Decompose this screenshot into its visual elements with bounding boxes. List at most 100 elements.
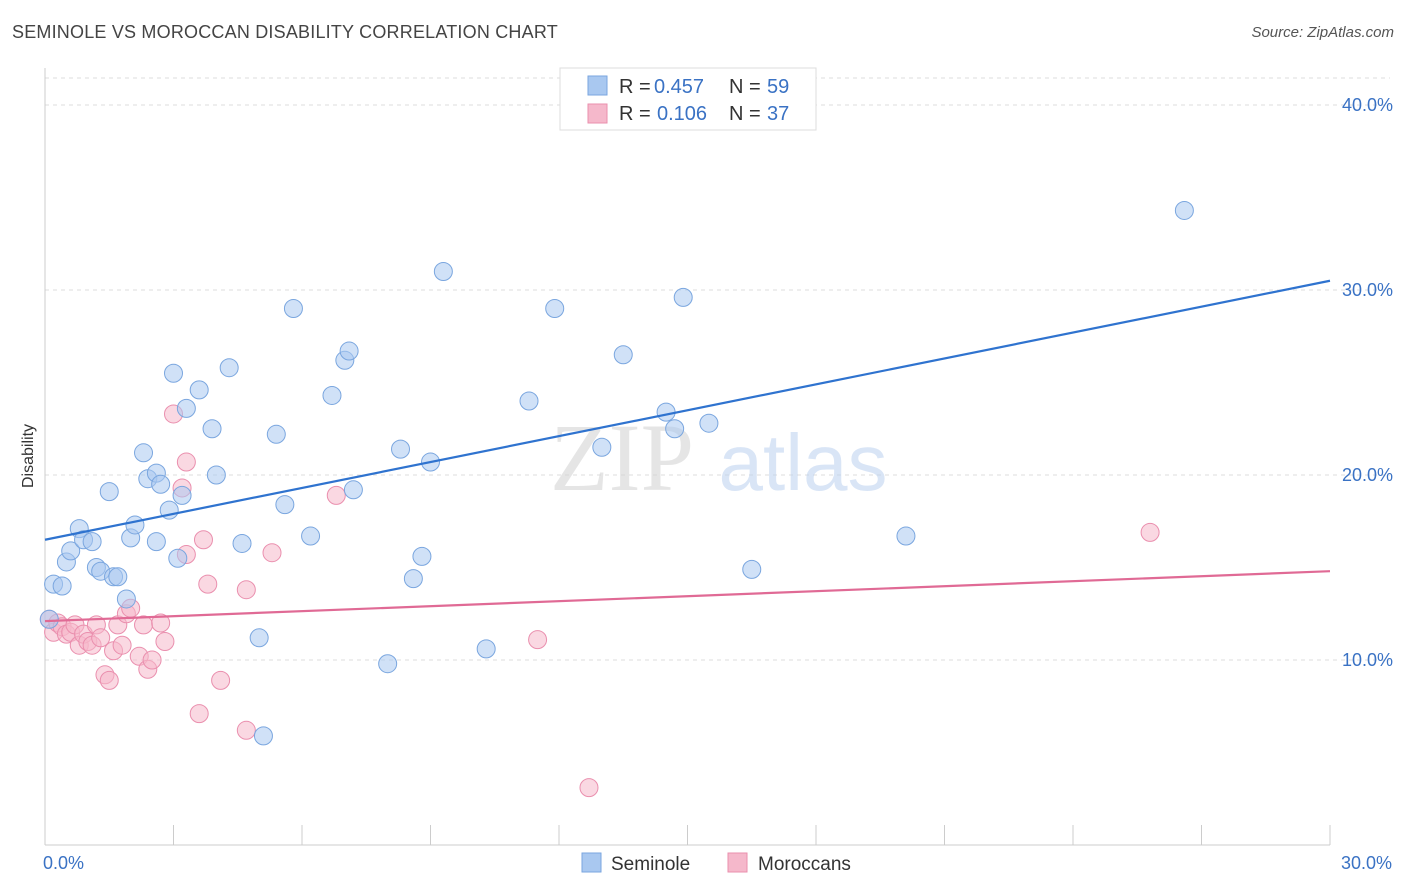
seminole-point: [61, 541, 81, 561]
moroccan-point: [579, 778, 599, 798]
bottom-legend-label-moroccans: Moroccans: [758, 854, 851, 875]
seminole-point: [378, 654, 398, 674]
y-tick-label: 20.0%: [1342, 465, 1393, 485]
chart-title: SEMINOLE VS MOROCCAN DISABILITY CORRELAT…: [12, 22, 558, 42]
seminole-point: [275, 495, 295, 515]
seminole-point: [52, 576, 72, 596]
seminole-point: [116, 589, 136, 609]
y-tick-label: 30.0%: [1342, 280, 1393, 300]
moroccan-point: [236, 580, 256, 600]
seminole-point: [433, 262, 453, 281]
bottom-legend-label-seminole: Seminole: [611, 854, 690, 875]
seminole-point: [1174, 200, 1194, 220]
seminole-point: [403, 569, 423, 589]
grid-lines: [45, 77, 1390, 661]
moroccan-point: [189, 704, 209, 724]
x-tick-labels: 0.0% 30.0%: [43, 853, 1392, 873]
seminole-point: [99, 482, 119, 502]
x-tick-label: 30.0%: [1341, 853, 1392, 873]
moroccan-point: [176, 452, 196, 472]
series-legend: Seminole Moroccans: [581, 852, 851, 875]
seminole-point: [168, 548, 188, 568]
seminole-point: [343, 480, 363, 500]
seminole-point: [476, 639, 496, 659]
moroccan-point: [155, 632, 175, 651]
seminole-point: [266, 424, 286, 444]
trend-line-moroccans: [44, 570, 1331, 623]
seminole-point: [189, 380, 209, 400]
seminole-point: [322, 385, 342, 405]
seminole-point: [519, 391, 539, 411]
y-tick-label: 10.0%: [1342, 650, 1393, 670]
seminole-point: [82, 532, 102, 552]
seminole-point: [249, 628, 269, 648]
bottom-legend-swatch-moroccans: [727, 852, 748, 873]
seminole-point: [39, 609, 59, 629]
seminole-point: [896, 526, 916, 546]
x-tick-label: 0.0%: [43, 853, 84, 873]
moroccan-point: [262, 543, 282, 563]
moroccan-point: [151, 613, 171, 633]
y-axis-title: Disability: [20, 424, 37, 488]
trend-lines: [44, 279, 1331, 623]
seminole-point: [545, 299, 565, 318]
legend-n-label-moroccans: N =: [729, 103, 761, 125]
seminole-point: [742, 559, 762, 579]
seminole-point: [219, 358, 239, 378]
moroccan-point: [211, 670, 231, 690]
legend-r-label-moroccans: R =: [619, 103, 651, 125]
moroccan-point: [99, 670, 119, 690]
bottom-legend-swatch-seminole: [581, 852, 602, 873]
series-seminole-points: [39, 200, 1194, 746]
watermark: ZIP atlas: [550, 404, 887, 511]
seminole-point: [412, 546, 432, 566]
seminole-point: [146, 532, 166, 552]
trend-line-seminole: [44, 279, 1331, 541]
watermark-atlas: atlas: [719, 418, 888, 507]
seminole-point: [592, 437, 612, 457]
seminole-point: [391, 439, 411, 459]
seminole-point: [339, 341, 359, 361]
seminole-point: [656, 402, 676, 422]
legend-r-label-seminole: R =: [619, 76, 651, 98]
moroccan-point: [1140, 522, 1160, 542]
legend-swatch-moroccans: [587, 103, 608, 124]
y-tick-label: 40.0%: [1342, 95, 1393, 115]
seminole-point: [151, 474, 171, 494]
stats-legend: R = 0.457 N = 59 R = 0.106 N = 37: [559, 67, 817, 131]
moroccan-point: [142, 650, 162, 670]
legend-r-value-seminole: 0.457: [654, 76, 704, 98]
seminole-point: [202, 419, 222, 439]
legend-swatch-seminole: [587, 75, 608, 96]
seminole-point: [283, 299, 303, 318]
seminole-point: [108, 567, 128, 587]
moroccan-point: [112, 635, 132, 655]
seminole-point: [134, 443, 154, 463]
moroccan-point: [236, 720, 256, 740]
seminole-point: [206, 465, 226, 485]
legend-n-value-moroccans: 37: [767, 103, 789, 125]
moroccan-point: [198, 574, 218, 594]
seminole-point: [172, 485, 192, 505]
chart-source: Source: ZipAtlas.com: [1251, 24, 1394, 41]
seminole-point: [253, 726, 273, 746]
seminole-point: [164, 363, 183, 383]
moroccan-point: [326, 485, 346, 505]
y-tick-labels: 10.0% 20.0% 30.0% 40.0%: [1342, 95, 1393, 670]
seminole-point: [125, 515, 145, 535]
x-axis-ticks: [44, 825, 1331, 845]
seminole-point: [665, 419, 685, 439]
seminole-point: [613, 345, 633, 365]
moroccan-point: [193, 530, 213, 550]
seminole-point: [301, 526, 321, 546]
seminole-point: [699, 413, 719, 433]
seminole-point: [673, 287, 693, 307]
moroccan-point: [528, 630, 548, 650]
moroccan-point: [91, 628, 111, 648]
seminole-point: [176, 398, 196, 418]
legend-n-label-seminole: N =: [729, 76, 761, 98]
seminole-point: [232, 533, 252, 553]
legend-n-value-seminole: 59: [767, 76, 789, 98]
legend-r-value-moroccans: 0.106: [657, 103, 707, 125]
